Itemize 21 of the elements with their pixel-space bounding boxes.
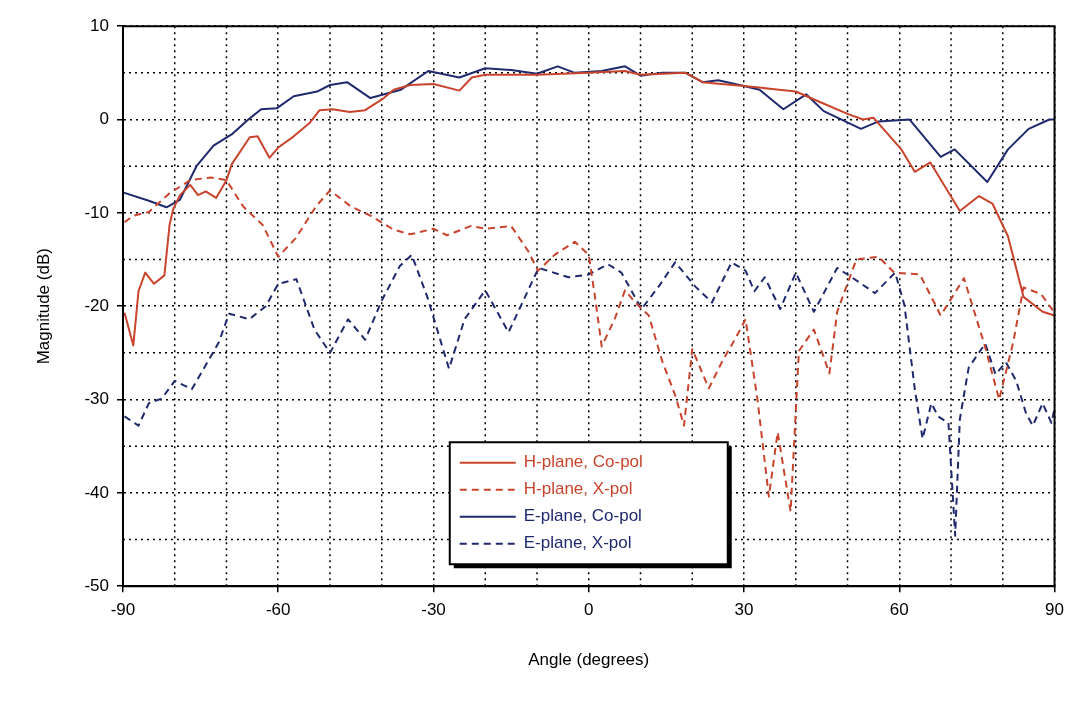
- x-axis-title: Angle (degrees): [528, 650, 650, 670]
- y-tick-label: -50: [84, 575, 109, 595]
- x-tick-label: 60: [889, 600, 909, 620]
- x-tick-label: -30: [421, 600, 446, 620]
- legend-label: E-plane, X-pol: [523, 533, 632, 553]
- x-tick-label: 90: [1045, 600, 1065, 620]
- y-tick-label: -30: [84, 389, 109, 409]
- x-tick-label: -90: [110, 600, 136, 620]
- y-tick-label: -20: [84, 295, 109, 315]
- y-tick-label: 10: [90, 15, 109, 35]
- x-tick-label: 30: [734, 600, 754, 620]
- line-series: [123, 253, 1055, 537]
- y-axis-title: Magnitude (dB): [33, 248, 53, 365]
- x-tick-label: 0: [584, 600, 594, 620]
- y-tick-label: -40: [84, 482, 109, 502]
- y-tick-label: -10: [84, 202, 109, 222]
- x-tick-label: -60: [265, 600, 291, 620]
- legend-label: E-plane, Co-pol: [523, 506, 642, 526]
- legend-label: H-plane, Co-pol: [523, 452, 643, 472]
- legend-label: H-plane, X-pol: [523, 479, 633, 499]
- y-tick-label: 0: [99, 109, 109, 129]
